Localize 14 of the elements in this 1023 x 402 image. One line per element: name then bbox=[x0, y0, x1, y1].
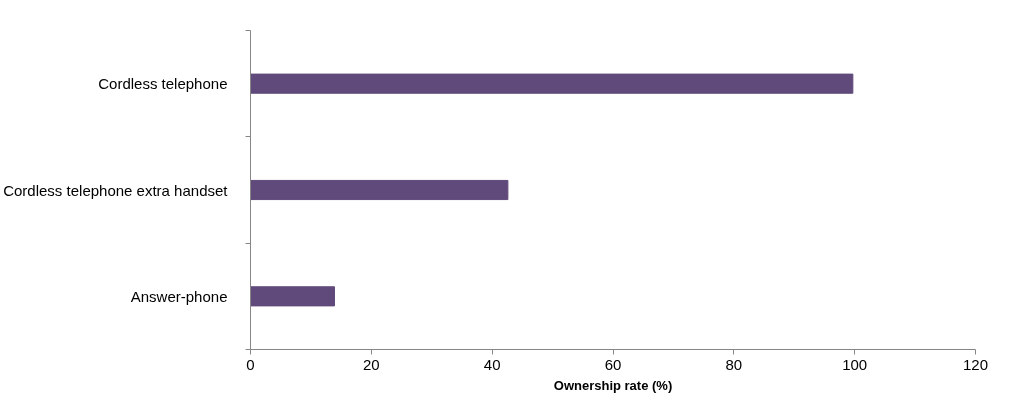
x-tick-label: 60 bbox=[604, 355, 622, 373]
y-tick-label: Answer-phone bbox=[130, 287, 228, 305]
x-tick-label: 20 bbox=[362, 355, 380, 373]
x-tick-label: 120 bbox=[962, 355, 989, 373]
y-tick-label: Cordless telephone extra handset bbox=[3, 181, 229, 199]
bar bbox=[250, 179, 509, 201]
x-tick-label: 0 bbox=[246, 355, 255, 373]
x-tick-label: 100 bbox=[842, 355, 868, 373]
y-tick-label: Cordless telephone bbox=[98, 75, 228, 93]
x-tick-label: 80 bbox=[725, 355, 743, 373]
x-tick-label: 40 bbox=[483, 355, 501, 373]
bar bbox=[250, 73, 854, 94]
x-axis-title: Ownership rate (%) bbox=[553, 377, 673, 393]
bar bbox=[250, 286, 335, 307]
